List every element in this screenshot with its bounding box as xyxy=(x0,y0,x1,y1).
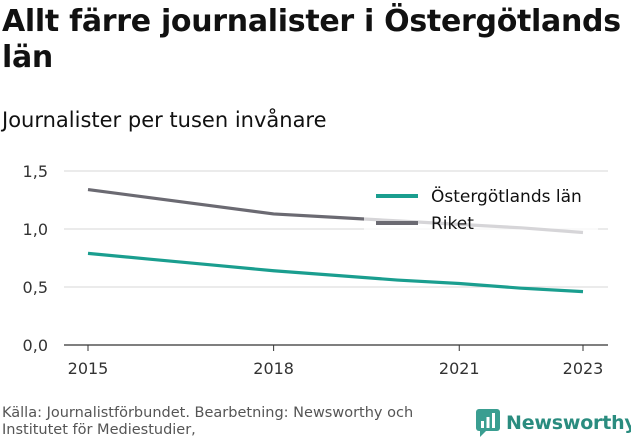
y-tick-label: 0,0 xyxy=(23,336,48,355)
x-axis-tick-labels: 2015 2018 2021 2023 xyxy=(68,359,604,378)
source-note: Källa: Journalistförbundet. Bearbetning:… xyxy=(2,405,414,438)
x-tick-label: 2023 xyxy=(563,359,604,378)
legend-label: Östergötlands län xyxy=(431,185,582,207)
y-tick-label: 1,5 xyxy=(23,162,48,181)
chart-title: Allt färre journalister i Östergötlands … xyxy=(2,4,621,75)
newsworthy-chart-logo-icon xyxy=(476,409,500,437)
series-line-östergötlands-län xyxy=(87,251,584,294)
legend-label: Riket xyxy=(431,214,474,234)
y-tick-label: 0,5 xyxy=(23,278,48,297)
x-tick-label: 2018 xyxy=(253,359,294,378)
line-chart: 0,0 0,5 1,0 1,5 2015 2018 2021 2023 Östergötla… xyxy=(23,162,608,378)
brand-name: Newsworthy xyxy=(506,412,631,434)
chart-subtitle: Journalister per tusen invånare xyxy=(2,108,327,132)
x-tick-label: 2015 xyxy=(68,359,109,378)
newsworthy-brand[interactable]: Newsworthy xyxy=(476,408,631,438)
legend: Östergötlands län Riket xyxy=(364,181,598,237)
legend-background xyxy=(364,181,598,237)
y-tick-label: 1,0 xyxy=(23,220,48,239)
y-axis-tick-labels: 0,0 0,5 1,0 1,5 xyxy=(23,162,48,355)
x-tick-label: 2021 xyxy=(439,359,480,378)
